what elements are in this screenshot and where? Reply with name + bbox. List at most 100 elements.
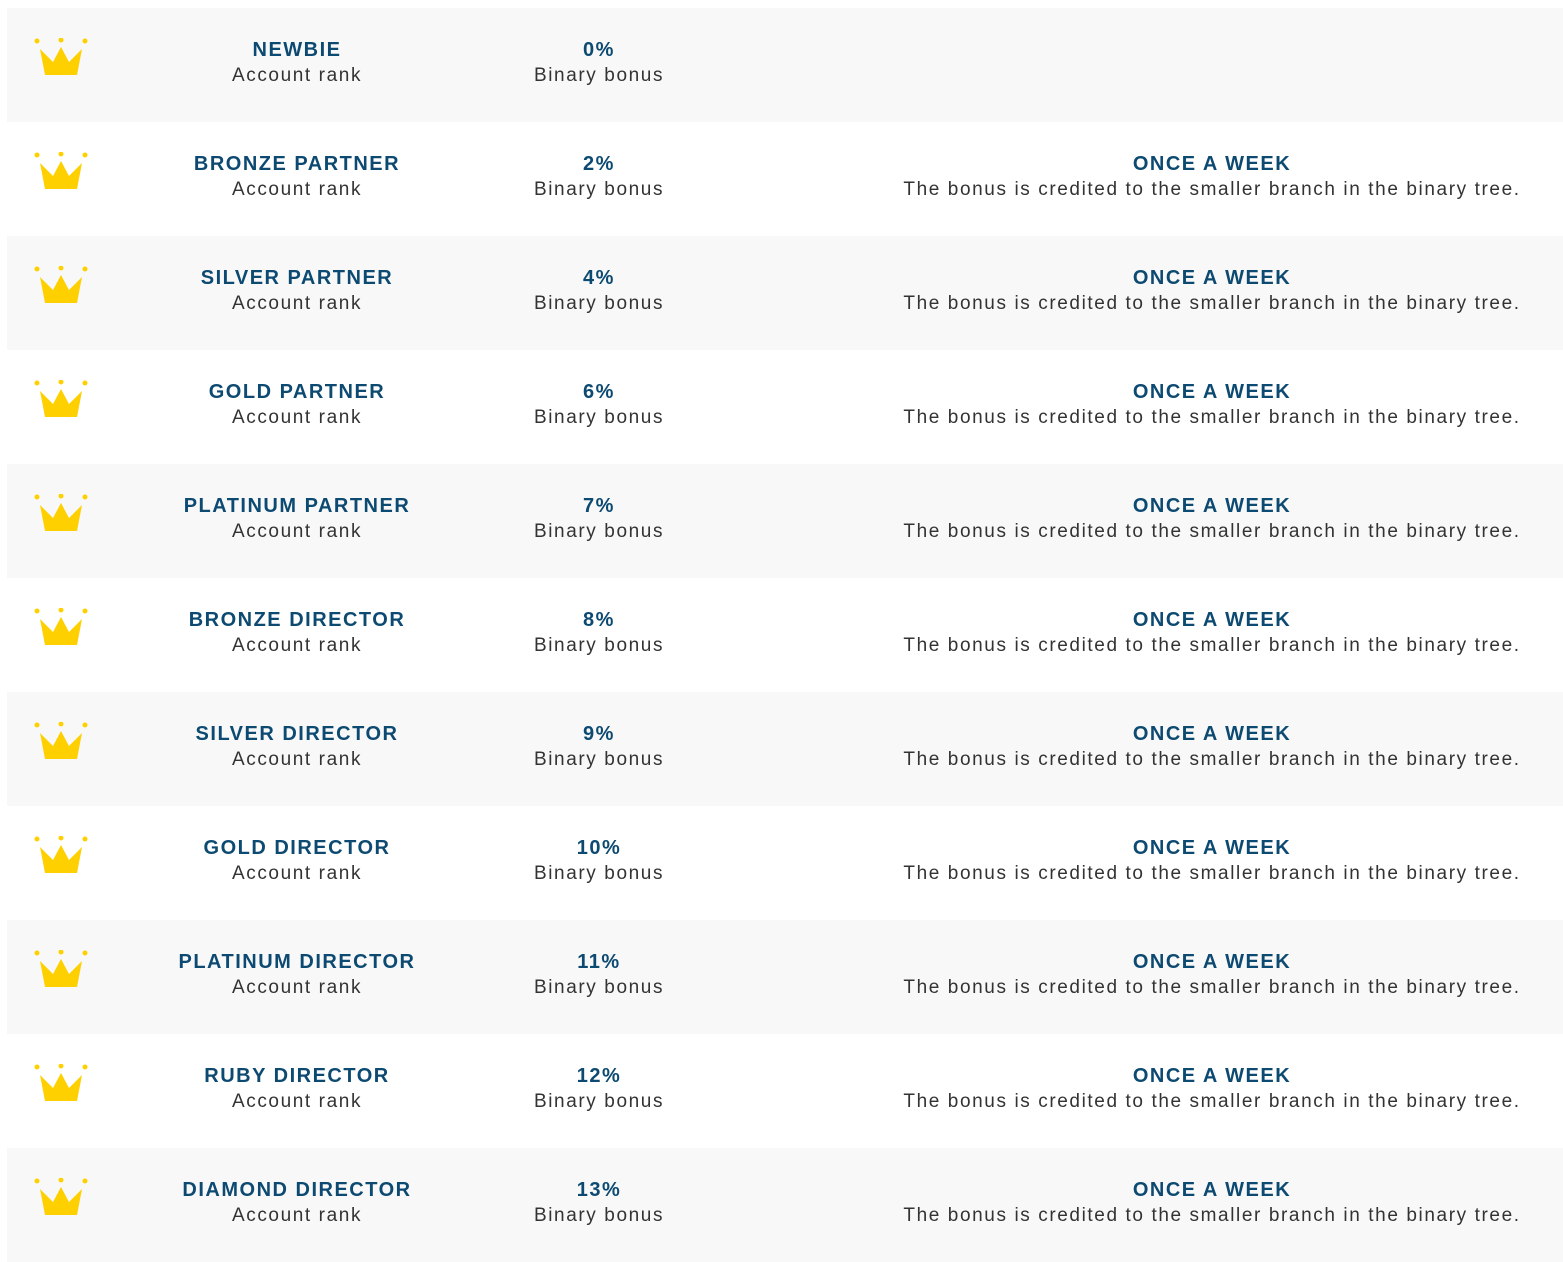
payout-frequency: ONCE A WEEK <box>1132 951 1292 973</box>
rank-cell: GOLD PARTNER Account rank <box>147 380 447 432</box>
crown-icon <box>34 1063 88 1102</box>
bonus-label: Binary bonus <box>533 407 665 428</box>
rank-name: DIAMOND DIRECTOR <box>182 1179 412 1201</box>
payout-note: The bonus is credited to the smaller bra… <box>903 863 1521 884</box>
rank-cell: NEWBIE Account rank <box>147 38 447 90</box>
payout-frequency: ONCE A WEEK <box>1132 609 1292 631</box>
crown-icon <box>34 493 88 532</box>
rank-name: NEWBIE <box>252 39 342 61</box>
bonus-label: Binary bonus <box>533 521 665 542</box>
bonus-cell: 7% Binary bonus <box>499 494 699 546</box>
rank-label: Account rank <box>231 293 363 314</box>
rank-cell: DIAMOND DIRECTOR Account rank <box>147 1178 447 1230</box>
bonus-cell: 12% Binary bonus <box>499 1064 699 1116</box>
bonus-cell: 0% Binary bonus <box>499 38 699 90</box>
rank-label: Account rank <box>231 1091 363 1112</box>
payout-frequency: ONCE A WEEK <box>1132 723 1292 745</box>
bonus-percent: 11% <box>577 951 621 973</box>
crown-icon <box>34 37 88 76</box>
rank-name: GOLD PARTNER <box>208 381 386 403</box>
rank-label: Account rank <box>231 179 363 200</box>
bonus-label: Binary bonus <box>533 179 665 200</box>
crown-icon <box>34 835 88 874</box>
bonus-cell: 9% Binary bonus <box>499 722 699 774</box>
crown-icon <box>34 949 88 988</box>
payout-frequency: ONCE A WEEK <box>1132 381 1292 403</box>
payout-note: The bonus is credited to the smaller bra… <box>903 293 1521 314</box>
payout-cell: ONCE A WEEK The bonus is credited to the … <box>862 494 1562 546</box>
bonus-label: Binary bonus <box>533 635 665 656</box>
rank-name: BRONZE PARTNER <box>193 153 401 175</box>
bonus-cell: 11% Binary bonus <box>499 950 699 1002</box>
payout-frequency: ONCE A WEEK <box>1132 153 1292 175</box>
rank-row: SILVER DIRECTOR Account rank 9% Binary bonu… <box>7 692 1563 806</box>
crown-icon <box>34 1177 88 1216</box>
bonus-percent: 4% <box>583 267 615 289</box>
rank-row: SILVER PARTNER Account rank 4% Binary bonus… <box>7 236 1563 350</box>
rank-cell: BRONZE DIRECTOR Account rank <box>147 608 447 660</box>
rank-label: Account rank <box>231 65 363 86</box>
bonus-percent: 9% <box>583 723 615 745</box>
bonus-cell: 4% Binary bonus <box>499 266 699 318</box>
payout-cell: ONCE A WEEK The bonus is credited to the … <box>862 722 1562 774</box>
bonus-label: Binary bonus <box>533 293 665 314</box>
payout-cell: ONCE A WEEK The bonus is credited to the … <box>862 836 1562 888</box>
payout-note: The bonus is credited to the smaller bra… <box>903 521 1521 542</box>
rank-cell: RUBY DIRECTOR Account rank <box>147 1064 447 1116</box>
rank-cell: PLATINUM PARTNER Account rank <box>147 494 447 546</box>
bonus-percent: 0% <box>583 39 615 61</box>
payout-frequency: ONCE A WEEK <box>1132 837 1292 859</box>
payout-note: The bonus is credited to the smaller bra… <box>903 749 1521 770</box>
payout-cell: ONCE A WEEK The bonus is credited to the … <box>862 1178 1562 1230</box>
rank-table: NEWBIE Account rank 0% Binary bonus BRONZE P… <box>7 8 1563 1262</box>
bonus-label: Binary bonus <box>533 65 665 86</box>
bonus-cell: 8% Binary bonus <box>499 608 699 660</box>
bonus-cell: 13% Binary bonus <box>499 1178 699 1230</box>
bonus-label: Binary bonus <box>533 1091 665 1112</box>
rank-cell: GOLD DIRECTOR Account rank <box>147 836 447 888</box>
payout-cell: ONCE A WEEK The bonus is credited to the … <box>862 608 1562 660</box>
payout-frequency: ONCE A WEEK <box>1132 1179 1292 1201</box>
bonus-cell: 6% Binary bonus <box>499 380 699 432</box>
rank-name: GOLD DIRECTOR <box>203 837 391 859</box>
rank-name: SILVER PARTNER <box>200 267 394 289</box>
rank-cell: SILVER DIRECTOR Account rank <box>147 722 447 774</box>
rank-cell: BRONZE PARTNER Account rank <box>147 152 447 204</box>
bonus-percent: 12% <box>576 1065 622 1087</box>
crown-icon <box>34 607 88 646</box>
payout-frequency: ONCE A WEEK <box>1132 1065 1292 1087</box>
bonus-label: Binary bonus <box>533 977 665 998</box>
rank-row: GOLD PARTNER Account rank 6% Binary bonus ON… <box>7 350 1563 464</box>
payout-note: The bonus is credited to the smaller bra… <box>903 1205 1521 1226</box>
payout-frequency: ONCE A WEEK <box>1132 267 1292 289</box>
rank-name: BRONZE DIRECTOR <box>188 609 406 631</box>
crown-icon <box>34 151 88 190</box>
payout-cell: ONCE A WEEK The bonus is credited to the … <box>862 1064 1562 1116</box>
crown-icon <box>34 379 88 418</box>
bonus-percent: 8% <box>583 609 615 631</box>
bonus-cell: 10% Binary bonus <box>499 836 699 888</box>
rank-label: Account rank <box>231 749 363 770</box>
bonus-percent: 13% <box>576 1179 622 1201</box>
payout-note: The bonus is credited to the smaller bra… <box>903 179 1521 200</box>
rank-row: BRONZE DIRECTOR Account rank 8% Binary bonu… <box>7 578 1563 692</box>
bonus-percent: 6% <box>583 381 615 403</box>
rank-label: Account rank <box>231 635 363 656</box>
rank-label: Account rank <box>231 977 363 998</box>
payout-cell: ONCE A WEEK The bonus is credited to the … <box>862 380 1562 432</box>
rank-name: PLATINUM PARTNER <box>183 495 411 517</box>
rank-cell: PLATINUM DIRECTOR Account rank <box>147 950 447 1002</box>
rank-row: PLATINUM PARTNER Account rank 7% Binary bon… <box>7 464 1563 578</box>
bonus-label: Binary bonus <box>533 1205 665 1226</box>
rank-row: GOLD DIRECTOR Account rank 10% Binary bonus… <box>7 806 1563 920</box>
rank-row: NEWBIE Account rank 0% Binary bonus <box>7 8 1563 122</box>
payout-cell: ONCE A WEEK The bonus is credited to the … <box>862 950 1562 1002</box>
rank-name: RUBY DIRECTOR <box>204 1065 390 1087</box>
rank-label: Account rank <box>231 1205 363 1226</box>
rank-name: PLATINUM DIRECTOR <box>178 951 416 973</box>
bonus-label: Binary bonus <box>533 749 665 770</box>
payout-note: The bonus is credited to the smaller bra… <box>903 635 1521 656</box>
bonus-label: Binary bonus <box>533 863 665 884</box>
bonus-percent: 7% <box>583 495 615 517</box>
bonus-percent: 2% <box>583 153 615 175</box>
